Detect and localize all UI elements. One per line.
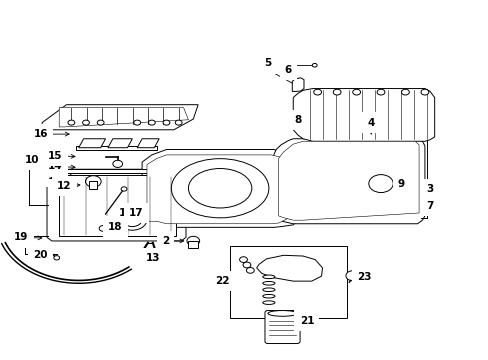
Polygon shape	[142, 149, 298, 227]
Ellipse shape	[262, 275, 274, 279]
Circle shape	[122, 212, 142, 226]
Text: 12: 12	[57, 181, 71, 191]
Polygon shape	[278, 141, 418, 220]
Circle shape	[85, 176, 101, 187]
Text: 10: 10	[25, 155, 40, 165]
Circle shape	[99, 226, 107, 231]
Text: 19: 19	[14, 232, 28, 242]
Ellipse shape	[171, 159, 268, 218]
Text: 17: 17	[129, 208, 143, 218]
Text: 13: 13	[145, 253, 160, 263]
Text: 7: 7	[425, 201, 432, 211]
Circle shape	[246, 267, 254, 273]
Circle shape	[118, 209, 147, 230]
Text: 16: 16	[33, 129, 48, 139]
Circle shape	[312, 63, 317, 67]
FancyBboxPatch shape	[264, 311, 300, 343]
Polygon shape	[42, 105, 198, 130]
Polygon shape	[47, 169, 185, 241]
Text: 15: 15	[48, 150, 62, 161]
Circle shape	[97, 120, 104, 125]
Bar	[59, 175, 176, 235]
Text: 6: 6	[284, 64, 291, 75]
Circle shape	[186, 236, 199, 246]
Bar	[229, 246, 346, 318]
Polygon shape	[147, 155, 293, 224]
Circle shape	[267, 69, 272, 73]
Ellipse shape	[188, 168, 251, 208]
Polygon shape	[79, 139, 105, 148]
Polygon shape	[273, 139, 424, 224]
Circle shape	[243, 262, 250, 268]
Bar	[76, 146, 157, 149]
Circle shape	[239, 257, 247, 262]
Circle shape	[175, 120, 182, 125]
Text: 22: 22	[215, 276, 229, 286]
Text: 2: 2	[162, 236, 169, 246]
Bar	[59, 168, 178, 173]
Text: 21: 21	[299, 316, 313, 325]
Ellipse shape	[262, 282, 274, 285]
Text: 8: 8	[294, 115, 301, 125]
Text: 18: 18	[108, 222, 122, 231]
Text: 23: 23	[356, 272, 370, 282]
Text: 5: 5	[264, 58, 271, 68]
Circle shape	[128, 217, 136, 222]
Polygon shape	[108, 139, 132, 148]
Circle shape	[420, 89, 428, 95]
Polygon shape	[137, 139, 159, 148]
Ellipse shape	[262, 294, 274, 298]
Bar	[89, 181, 97, 189]
Ellipse shape	[262, 288, 274, 292]
Circle shape	[163, 120, 169, 125]
Ellipse shape	[262, 301, 274, 305]
Circle shape	[54, 256, 60, 260]
Polygon shape	[256, 255, 322, 281]
Circle shape	[82, 120, 89, 125]
Circle shape	[368, 175, 392, 193]
Circle shape	[121, 187, 127, 191]
Polygon shape	[59, 108, 188, 127]
Text: 11: 11	[48, 171, 62, 181]
Circle shape	[134, 120, 141, 125]
Text: 14: 14	[48, 161, 62, 171]
Text: 1: 1	[119, 208, 126, 218]
Circle shape	[313, 89, 321, 95]
Polygon shape	[292, 78, 304, 91]
Circle shape	[148, 120, 155, 125]
Circle shape	[376, 89, 384, 95]
Circle shape	[68, 120, 75, 125]
Circle shape	[401, 89, 408, 95]
Text: 20: 20	[33, 250, 48, 260]
Bar	[188, 241, 198, 248]
Polygon shape	[293, 89, 434, 141]
Text: 9: 9	[397, 179, 404, 189]
Text: 3: 3	[426, 184, 432, 194]
Circle shape	[113, 160, 122, 167]
Circle shape	[332, 89, 340, 95]
Text: 4: 4	[367, 118, 374, 128]
Circle shape	[345, 271, 359, 281]
Ellipse shape	[267, 311, 297, 316]
Circle shape	[352, 89, 360, 95]
